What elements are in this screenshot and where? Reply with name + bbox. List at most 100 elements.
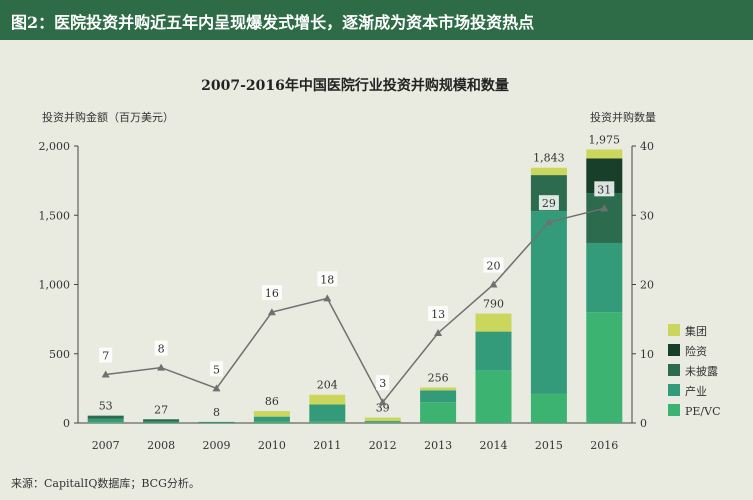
legend-label: 集团 bbox=[685, 324, 707, 338]
bar-total-label: 1,843 bbox=[533, 152, 565, 165]
x-tick-label: 2015 bbox=[535, 439, 563, 452]
bar-segment bbox=[586, 149, 623, 159]
count-label-bg bbox=[210, 361, 223, 377]
y-right-tick-label: 20 bbox=[640, 279, 654, 292]
bar-segment bbox=[87, 418, 124, 423]
bar-total-label: 8 bbox=[213, 406, 220, 419]
count-label: 31 bbox=[597, 183, 611, 196]
legend-swatch bbox=[668, 364, 680, 376]
chart-title: 2007-2016年中国医院行业投资并购规模和数量 bbox=[201, 77, 509, 94]
y-left-axis-title: 投资并购金额（百万美元） bbox=[42, 110, 174, 124]
legend-label: 险资 bbox=[685, 344, 707, 358]
bar-segment bbox=[530, 211, 567, 394]
source-note: 来源：CapitalIQ数据库；BCG分析。 bbox=[11, 477, 200, 490]
count-label-bg bbox=[99, 347, 113, 363]
bar-segment bbox=[586, 312, 623, 423]
y-right-tick-label: 0 bbox=[640, 417, 647, 430]
count-line bbox=[105, 207, 605, 404]
count-point bbox=[600, 204, 609, 212]
header-bar: 图2：医院投资并购近五年内呈现爆发式增长，逐渐成为资本市场投资热点 bbox=[0, 0, 753, 40]
x-tick-label: 2008 bbox=[147, 439, 175, 452]
count-label-bg bbox=[261, 285, 282, 301]
count-point bbox=[544, 218, 553, 226]
bar-total-label: 204 bbox=[317, 379, 338, 392]
bar-total-label: 790 bbox=[483, 298, 504, 311]
bar-segment bbox=[143, 421, 180, 423]
x-tick-label: 2013 bbox=[424, 439, 452, 452]
count-label: 7 bbox=[102, 350, 109, 363]
bar-segment bbox=[475, 331, 512, 371]
bar-segment bbox=[420, 387, 457, 391]
bar-total-label: 53 bbox=[99, 400, 113, 413]
bar-total-label: 27 bbox=[154, 403, 168, 416]
bar-total-label: 256 bbox=[428, 372, 449, 385]
count-point bbox=[489, 280, 498, 288]
bar-segment bbox=[475, 370, 512, 423]
x-tick-label: 2012 bbox=[369, 439, 397, 452]
count-label-bg bbox=[538, 195, 559, 211]
bar-segment bbox=[253, 411, 290, 417]
bar-segment bbox=[253, 421, 290, 423]
count-point bbox=[323, 294, 332, 302]
count-label: 13 bbox=[431, 308, 445, 321]
legend-swatch bbox=[668, 324, 680, 336]
bar-segment bbox=[309, 394, 346, 405]
legend-label: 产业 bbox=[685, 384, 707, 398]
legend-swatch bbox=[668, 404, 680, 416]
bar-segment bbox=[143, 419, 180, 422]
bar-segment bbox=[364, 422, 401, 423]
count-point bbox=[267, 308, 276, 316]
count-point bbox=[157, 363, 166, 371]
count-label-bg bbox=[376, 375, 390, 391]
count-label: 18 bbox=[320, 273, 334, 286]
count-label-bg bbox=[483, 257, 504, 273]
count-point bbox=[378, 398, 387, 406]
count-label-bg bbox=[317, 271, 338, 287]
y-left-tick-label: 1,000 bbox=[39, 279, 71, 292]
y-right-tick-label: 30 bbox=[640, 209, 654, 222]
count-label: 3 bbox=[379, 377, 386, 390]
bar-segment bbox=[530, 393, 567, 423]
legend-label: PE/VC bbox=[685, 405, 721, 418]
count-label-bg bbox=[594, 181, 615, 197]
y-right-tick-label: 40 bbox=[640, 140, 654, 153]
count-point bbox=[434, 328, 443, 336]
bar-segment bbox=[420, 402, 457, 423]
bar-segment bbox=[87, 415, 124, 419]
bar-total-label: 1,975 bbox=[589, 133, 621, 146]
count-point bbox=[212, 384, 221, 392]
count-label-bg bbox=[154, 340, 168, 356]
bar-segment bbox=[586, 193, 623, 243]
x-tick-label: 2010 bbox=[258, 439, 286, 452]
chart-area: 2007-2016年中国医院行业投资并购规模和数量投资并购金额（百万美元） 投资并… bbox=[0, 40, 753, 472]
bar-segment bbox=[475, 313, 512, 332]
y-left-tick-label: 1,500 bbox=[39, 209, 71, 222]
bar-segment bbox=[364, 417, 401, 422]
count-label: 20 bbox=[487, 260, 501, 273]
y-left-tick-label: 2,000 bbox=[39, 140, 71, 153]
x-tick-label: 2016 bbox=[590, 439, 618, 452]
bar-segment bbox=[309, 404, 346, 422]
x-tick-label: 2009 bbox=[203, 439, 231, 452]
count-point bbox=[101, 370, 110, 378]
bar-segment bbox=[253, 416, 290, 422]
x-tick-label: 2014 bbox=[480, 439, 508, 452]
header-title: 图2：医院投资并购近五年内呈现爆发式增长，逐渐成为资本市场投资热点 bbox=[11, 13, 535, 32]
bar-segment bbox=[87, 422, 124, 423]
bar-segment bbox=[420, 390, 457, 403]
bar-segment bbox=[198, 421, 235, 423]
y-right-axis-title: 投资并购数量 bbox=[590, 110, 656, 124]
count-label: 8 bbox=[158, 343, 165, 356]
bar-segment bbox=[309, 421, 346, 423]
legend-label: 未披露 bbox=[685, 364, 718, 378]
count-label-bg bbox=[428, 305, 449, 321]
y-left-tick-label: 0 bbox=[63, 417, 70, 430]
bar-segment bbox=[586, 242, 623, 313]
count-label: 29 bbox=[542, 197, 556, 210]
y-left-tick-label: 500 bbox=[49, 348, 70, 361]
count-label: 5 bbox=[213, 363, 220, 376]
y-right-tick-label: 10 bbox=[640, 348, 654, 361]
legend-swatch bbox=[668, 344, 680, 356]
bar-total-label: 86 bbox=[265, 395, 279, 408]
